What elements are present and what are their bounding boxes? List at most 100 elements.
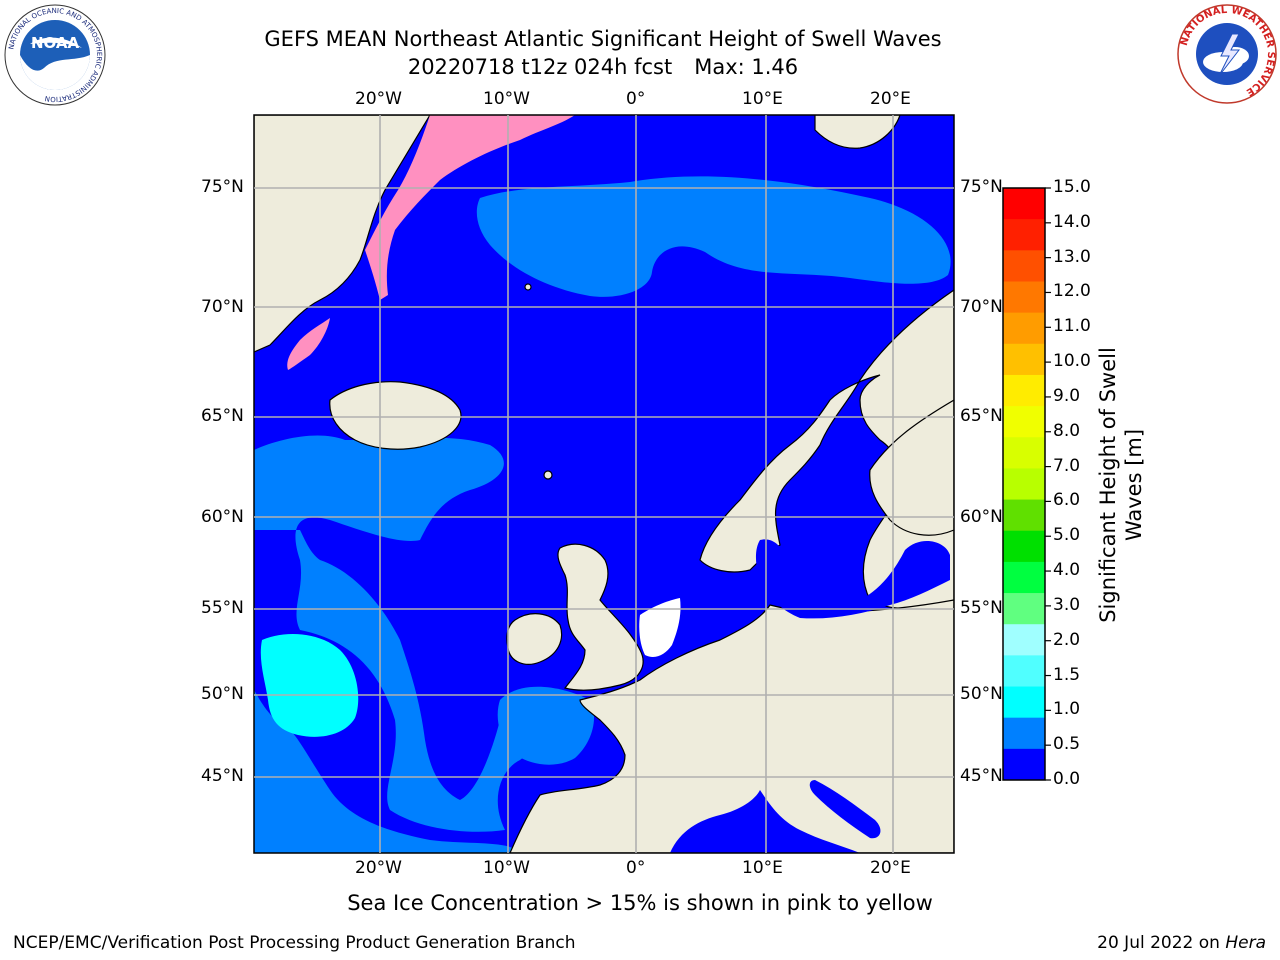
map-field — [254, 115, 954, 853]
colorbar-tick-label: 14.0 — [1053, 211, 1091, 232]
colorbar-bin — [1003, 281, 1045, 314]
colorbar-tick-label: 4.0 — [1053, 560, 1081, 581]
lat-label-right: 65°N — [960, 406, 1003, 426]
colorbar-tick-label: 0.0 — [1053, 769, 1081, 789]
footer-host: Hera — [1225, 933, 1266, 953]
colorbar-bin — [1003, 250, 1045, 282]
sea-adriatic — [809, 780, 881, 839]
north-sea-nodata — [639, 598, 681, 657]
map-gridlines — [254, 115, 954, 853]
lat-label-right: 55°N — [960, 598, 1003, 618]
colorbar-tick-label: 13.0 — [1053, 246, 1091, 267]
sea-baltic — [755, 539, 950, 619]
lat-label-left: 75°N — [201, 177, 244, 197]
colorbar-title-line2: Waves [m] — [1122, 428, 1146, 542]
colorbar-bin — [1003, 624, 1045, 656]
lat-label-left: 70°N — [201, 297, 244, 317]
colorbar-bin — [1003, 188, 1045, 220]
land-ireland — [506, 613, 563, 665]
chart-subtitle: 20220718 t12z 024h fcst Max: 1.46 — [0, 55, 1206, 79]
land-scandinavia — [699, 289, 954, 609]
colorbar-bin — [1003, 499, 1045, 532]
lat-label-left: 60°N — [201, 507, 244, 527]
colorbar-tick-label: 8.0 — [1053, 420, 1081, 441]
land-jan-mayen — [524, 283, 532, 291]
lat-label-left: 65°N — [201, 406, 244, 426]
lon-label-top: 20°W — [355, 89, 402, 109]
colorbar-title: Significant Height of Swell Waves [m] — [1095, 347, 1147, 623]
footer-credit: NCEP/EMC/Verification Post Processing Pr… — [13, 933, 576, 953]
colorbar-frame — [1002, 187, 1046, 781]
colorbar-bin — [1003, 686, 1045, 719]
land-iceland — [329, 381, 462, 450]
colorbar-bin — [1003, 374, 1045, 407]
colorbar-bin — [1003, 219, 1045, 251]
colorbar-tick-label: 15.0 — [1053, 177, 1091, 197]
colorbar-bin — [1003, 717, 1045, 750]
lat-label-right: 60°N — [960, 507, 1003, 527]
colorbar-bin — [1003, 343, 1045, 376]
lon-label-bottom: 0° — [626, 858, 646, 878]
colorbar-bin — [1003, 530, 1045, 563]
land-finland — [869, 399, 954, 536]
lat-label-left: 55°N — [201, 598, 244, 618]
land-great-britain — [557, 543, 644, 691]
colorbar-bin — [1003, 406, 1045, 438]
map-frame — [253, 114, 955, 854]
colorbar-tick-label: 0.5 — [1053, 734, 1081, 755]
max-value: Max: 1.46 — [694, 55, 799, 79]
lon-label-bottom: 20°E — [870, 858, 911, 878]
lon-label-top: 10°E — [742, 89, 783, 109]
lat-label-left: 45°N — [201, 766, 244, 786]
lat-label-right: 70°N — [960, 297, 1003, 317]
lat-label-right: 75°N — [960, 177, 1003, 197]
colorbar-tick-label: 11.0 — [1053, 316, 1091, 337]
lon-label-top: 0° — [626, 89, 646, 109]
footer-date-text: 20 Jul 2022 on — [1097, 933, 1220, 953]
sea-ice-greenland — [365, 115, 575, 300]
colorbar-bin — [1003, 561, 1045, 594]
colorbar-bin — [1003, 312, 1045, 345]
nws-logo: NATIONAL WEATHER SERVICE — [1177, 4, 1277, 104]
colorbar-bin — [1003, 748, 1045, 781]
noaa-logo: NATIONAL OCEANIC AND ATMOSPHERIC ADMINIS… — [4, 4, 106, 106]
land-svalbard — [814, 115, 901, 149]
land-faroe — [543, 470, 553, 480]
colorbar-tick-label: 9.0 — [1053, 385, 1081, 406]
sea-ice-greenland-east — [287, 318, 330, 370]
colorbar-tick-label: 2.0 — [1053, 629, 1081, 650]
chart-title: GEFS MEAN Northeast Atlantic Significant… — [264, 27, 942, 51]
lon-label-top: 20°E — [870, 89, 911, 109]
ocean-high-swell — [260, 634, 359, 737]
sea-ice-note: Sea Ice Concentration > 15% is shown in … — [347, 891, 933, 915]
land-europe-mainland — [509, 599, 954, 853]
colorbar-bin — [1003, 437, 1045, 469]
lat-label-right: 50°N — [960, 684, 1003, 704]
lon-label-bottom: 10°E — [742, 858, 783, 878]
colorbar-tick-label: 5.0 — [1053, 525, 1081, 546]
colorbar — [1002, 187, 1051, 781]
lon-label-bottom: 10°W — [483, 858, 530, 878]
colorbar-tick-label: 3.0 — [1053, 594, 1081, 615]
colorbar-bin — [1003, 655, 1045, 688]
lon-label-top: 10°W — [483, 89, 530, 109]
colorbar-tick-label: 1.5 — [1053, 664, 1081, 685]
colorbar-tick-label: 1.0 — [1053, 699, 1081, 720]
colorbar-bin — [1003, 593, 1045, 625]
footer-date: 20 Jul 2022 on Hera — [1097, 933, 1266, 953]
lon-label-bottom: 20°W — [355, 858, 402, 878]
colorbar-tick-label: 10.0 — [1053, 351, 1091, 372]
colorbar-bin — [1003, 468, 1045, 501]
sea-mediterranean — [670, 790, 860, 853]
forecast-run: 20220718 t12z 024h fcst — [407, 55, 673, 79]
land-greenland — [254, 115, 431, 353]
ocean-mid-swell-atlantic — [254, 435, 576, 853]
lat-label-right: 45°N — [960, 766, 1003, 786]
ocean-mid-swell-biscay — [497, 686, 595, 765]
colorbar-tick-label: 6.0 — [1053, 490, 1081, 511]
colorbar-tick-label: 12.0 — [1053, 281, 1091, 302]
colorbar-title-line1: Significant Height of Swell — [1096, 347, 1120, 623]
noaa-text: NOAA — [31, 34, 80, 52]
lat-label-left: 50°N — [201, 684, 244, 704]
